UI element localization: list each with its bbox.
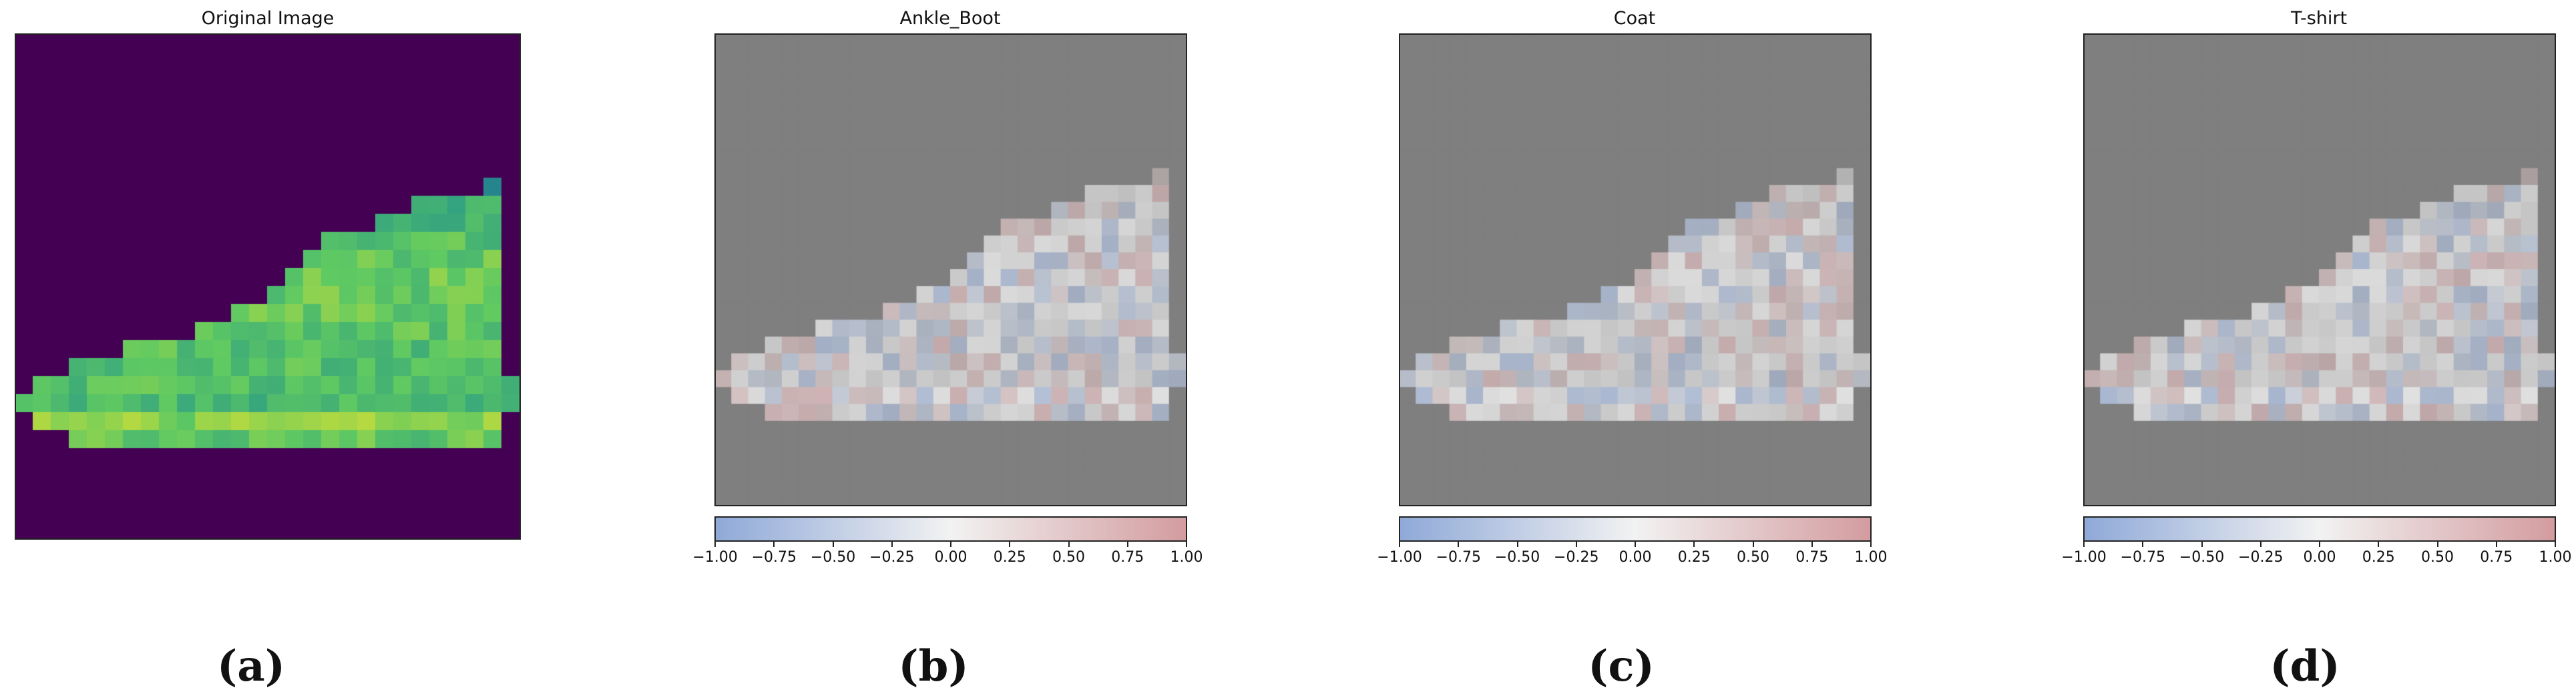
t-shirt-heatmap bbox=[2083, 33, 2555, 505]
colorbar-tick-label: −0.75 bbox=[2120, 549, 2165, 566]
coat-heatmap bbox=[1399, 33, 1870, 505]
colorbar-tick bbox=[1068, 542, 1070, 547]
colorbar-tick-label: 0.75 bbox=[2480, 549, 2513, 566]
coat-frame bbox=[1399, 33, 1872, 506]
panel-title: Original Image bbox=[201, 8, 335, 29]
colorbar-tick bbox=[1516, 542, 1518, 547]
colorbar-tick bbox=[1635, 542, 1636, 547]
colorbar-tick bbox=[2555, 542, 2556, 547]
colorbar-tick-label: −0.25 bbox=[2238, 549, 2284, 566]
colorbar-tick bbox=[2083, 542, 2085, 547]
colorbar-tick bbox=[1009, 542, 1011, 547]
colorbar-tick-label: −0.25 bbox=[869, 549, 915, 566]
colorbar-tick-label: −1.00 bbox=[692, 549, 738, 566]
colorbar-tick bbox=[1870, 542, 1872, 547]
colorbar-tick-label: 0.50 bbox=[1737, 549, 1769, 566]
original-image-heatmap bbox=[15, 33, 519, 538]
subfigure-label-c: (c) bbox=[1588, 641, 1655, 691]
colorbar-tick-label: 0.25 bbox=[2362, 549, 2395, 566]
colorbar-tick-label: −1.00 bbox=[1377, 549, 1422, 566]
colorbar-tick bbox=[2142, 542, 2144, 547]
ankle-boot-frame bbox=[714, 33, 1187, 506]
subfigure-label-a: (a) bbox=[216, 641, 286, 691]
colorbar-tick-label: −0.50 bbox=[810, 549, 856, 566]
colorbar-tick-label: 0.75 bbox=[1111, 549, 1144, 566]
colorbar-tick bbox=[1575, 542, 1577, 547]
panel-title: Ankle_Boot bbox=[899, 8, 1001, 29]
original-image-frame bbox=[15, 33, 521, 540]
colorbar-tick bbox=[950, 542, 951, 547]
colorbar-tick-label: 1.00 bbox=[1854, 549, 1888, 566]
colorbar-tick bbox=[2436, 542, 2438, 547]
coat-colorbar bbox=[1399, 516, 1872, 542]
colorbar-tick-label: −0.50 bbox=[1494, 549, 1540, 566]
colorbar-tick-label: −0.50 bbox=[2179, 549, 2225, 566]
colorbar-tick bbox=[1811, 542, 1813, 547]
colorbar-tick bbox=[2495, 542, 2497, 547]
colorbar-tick-label: 0.50 bbox=[1052, 549, 1085, 566]
colorbar-tick bbox=[832, 542, 834, 547]
colorbar-tick-label: 0.25 bbox=[1677, 549, 1711, 566]
colorbar-tick bbox=[1458, 542, 1460, 547]
colorbar-tick bbox=[1752, 542, 1754, 547]
colorbar-tick bbox=[2378, 542, 2380, 547]
colorbar-tick bbox=[1186, 542, 1187, 547]
colorbar-tick-label: −1.00 bbox=[2061, 549, 2107, 566]
colorbar-tick-label: 1.00 bbox=[2539, 549, 2572, 566]
colorbar-tick-label: 0.50 bbox=[2421, 549, 2454, 566]
ankle-boot-heatmap bbox=[714, 33, 1186, 505]
colorbar-tick-label: 1.00 bbox=[1170, 549, 1203, 566]
colorbar-tick bbox=[891, 542, 893, 547]
colorbar-tick-label: 0.00 bbox=[934, 549, 968, 566]
colorbar-tick bbox=[2319, 542, 2320, 547]
colorbar-tick-label: 0.00 bbox=[2303, 549, 2336, 566]
colorbar-tick-label: 0.25 bbox=[993, 549, 1026, 566]
colorbar-tick bbox=[2201, 542, 2203, 547]
panel-title: Coat bbox=[1613, 8, 1656, 29]
colorbar-tick-label: −0.25 bbox=[1554, 549, 1599, 566]
colorbar-tick bbox=[1693, 542, 1695, 547]
subfigure-label-d: (d) bbox=[2270, 641, 2340, 691]
colorbar-tick bbox=[773, 542, 775, 547]
panel-title: T-shirt bbox=[2290, 8, 2348, 29]
colorbar-tick bbox=[2260, 542, 2262, 547]
subfigure-label-b: (b) bbox=[898, 641, 969, 691]
colorbar-tick-label: 0.75 bbox=[1795, 549, 1829, 566]
colorbar-tick-label: 0.00 bbox=[1619, 549, 1652, 566]
t-shirt-frame bbox=[2083, 33, 2556, 506]
colorbar-tick-label: −0.75 bbox=[1436, 549, 1481, 566]
colorbar-tick bbox=[714, 542, 716, 547]
ankle-boot-colorbar bbox=[714, 516, 1187, 542]
colorbar-tick bbox=[1399, 542, 1400, 547]
colorbar-tick-label: −0.75 bbox=[751, 549, 797, 566]
colorbar-tick bbox=[1126, 542, 1128, 547]
t-shirt-colorbar bbox=[2083, 516, 2556, 542]
